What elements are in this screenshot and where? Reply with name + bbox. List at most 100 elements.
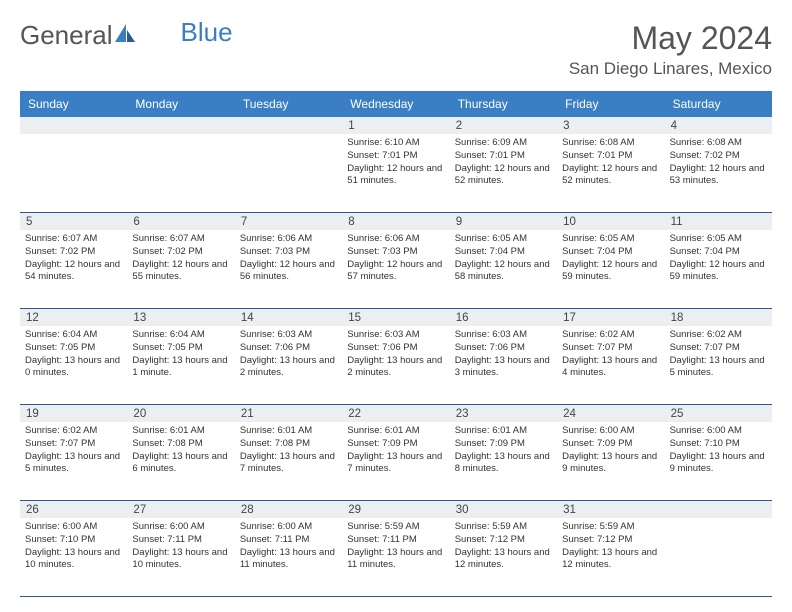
day-cell: Sunrise: 6:02 AMSunset: 7:07 PMDaylight:… — [20, 422, 127, 500]
daylight: Daylight: 12 hours and 57 minutes. — [347, 259, 444, 285]
day-number: 28 — [235, 501, 342, 518]
sunset: Sunset: 7:05 PM — [25, 342, 122, 355]
day-details-row: Sunrise: 6:10 AMSunset: 7:01 PMDaylight:… — [20, 134, 772, 212]
daylight: Daylight: 12 hours and 52 minutes. — [562, 163, 659, 189]
day-number-row: 567891011 — [20, 213, 772, 230]
week-block: 19202122232425Sunrise: 6:02 AMSunset: 7:… — [20, 405, 772, 501]
day-cell: Sunrise: 5:59 AMSunset: 7:12 PMDaylight:… — [450, 518, 557, 596]
daylight: Daylight: 13 hours and 4 minutes. — [562, 355, 659, 381]
day-cell: Sunrise: 6:08 AMSunset: 7:02 PMDaylight:… — [665, 134, 772, 212]
day-header-fri: Friday — [557, 91, 664, 117]
day-cell: Sunrise: 6:08 AMSunset: 7:01 PMDaylight:… — [557, 134, 664, 212]
day-number: 8 — [342, 213, 449, 230]
sunset: Sunset: 7:06 PM — [455, 342, 552, 355]
sunrise: Sunrise: 6:03 AM — [240, 329, 337, 342]
day-number: 18 — [665, 309, 772, 326]
week-block: 1234Sunrise: 6:10 AMSunset: 7:01 PMDayli… — [20, 117, 772, 213]
sunset: Sunset: 7:11 PM — [132, 534, 229, 547]
daylight: Daylight: 12 hours and 54 minutes. — [25, 259, 122, 285]
day-cell: Sunrise: 6:02 AMSunset: 7:07 PMDaylight:… — [557, 326, 664, 404]
day-number: 12 — [20, 309, 127, 326]
sunrise: Sunrise: 6:09 AM — [455, 137, 552, 150]
location: San Diego Linares, Mexico — [569, 59, 772, 79]
day-number-row: 19202122232425 — [20, 405, 772, 422]
day-cell: Sunrise: 6:06 AMSunset: 7:03 PMDaylight:… — [235, 230, 342, 308]
day-number-row: 262728293031 — [20, 501, 772, 518]
day-number-row: 1234 — [20, 117, 772, 134]
day-number: 2 — [450, 117, 557, 134]
sunset: Sunset: 7:03 PM — [240, 246, 337, 259]
day-cell: Sunrise: 6:01 AMSunset: 7:08 PMDaylight:… — [127, 422, 234, 500]
sunrise: Sunrise: 5:59 AM — [347, 521, 444, 534]
daylight: Daylight: 13 hours and 5 minutes. — [25, 451, 122, 477]
day-cell: Sunrise: 6:05 AMSunset: 7:04 PMDaylight:… — [557, 230, 664, 308]
calendar: Sunday Monday Tuesday Wednesday Thursday… — [20, 91, 772, 597]
day-number: 16 — [450, 309, 557, 326]
daylight: Daylight: 12 hours and 59 minutes. — [562, 259, 659, 285]
day-cell: Sunrise: 6:02 AMSunset: 7:07 PMDaylight:… — [665, 326, 772, 404]
day-number: 19 — [20, 405, 127, 422]
day-cell — [20, 134, 127, 212]
daylight: Daylight: 12 hours and 59 minutes. — [670, 259, 767, 285]
sunrise: Sunrise: 6:08 AM — [562, 137, 659, 150]
logo-text-1: General — [20, 20, 113, 51]
sunrise: Sunrise: 5:59 AM — [562, 521, 659, 534]
sunrise: Sunrise: 6:00 AM — [670, 425, 767, 438]
day-number: 20 — [127, 405, 234, 422]
day-number: 23 — [450, 405, 557, 422]
daylight: Daylight: 13 hours and 7 minutes. — [240, 451, 337, 477]
sunrise: Sunrise: 6:04 AM — [132, 329, 229, 342]
sunset: Sunset: 7:09 PM — [562, 438, 659, 451]
sunrise: Sunrise: 6:00 AM — [25, 521, 122, 534]
sunset: Sunset: 7:01 PM — [455, 150, 552, 163]
day-number — [235, 117, 342, 134]
sunrise: Sunrise: 6:03 AM — [347, 329, 444, 342]
daylight: Daylight: 13 hours and 3 minutes. — [455, 355, 552, 381]
sunset: Sunset: 7:06 PM — [347, 342, 444, 355]
daylight: Daylight: 13 hours and 5 minutes. — [670, 355, 767, 381]
sunset: Sunset: 7:03 PM — [347, 246, 444, 259]
day-header-sun: Sunday — [20, 91, 127, 117]
sunrise: Sunrise: 6:05 AM — [562, 233, 659, 246]
day-number: 7 — [235, 213, 342, 230]
day-number: 3 — [557, 117, 664, 134]
sunrise: Sunrise: 6:06 AM — [347, 233, 444, 246]
daylight: Daylight: 13 hours and 8 minutes. — [455, 451, 552, 477]
sunset: Sunset: 7:12 PM — [562, 534, 659, 547]
daylight: Daylight: 13 hours and 1 minute. — [132, 355, 229, 381]
sunset: Sunset: 7:02 PM — [132, 246, 229, 259]
weeks: 1234Sunrise: 6:10 AMSunset: 7:01 PMDayli… — [20, 117, 772, 597]
sunset: Sunset: 7:08 PM — [132, 438, 229, 451]
day-details-row: Sunrise: 6:02 AMSunset: 7:07 PMDaylight:… — [20, 422, 772, 500]
sunset: Sunset: 7:12 PM — [455, 534, 552, 547]
sunrise: Sunrise: 6:01 AM — [240, 425, 337, 438]
day-details-row: Sunrise: 6:04 AMSunset: 7:05 PMDaylight:… — [20, 326, 772, 404]
day-number: 29 — [342, 501, 449, 518]
daylight: Daylight: 13 hours and 12 minutes. — [455, 547, 552, 573]
day-number: 30 — [450, 501, 557, 518]
day-cell: Sunrise: 6:01 AMSunset: 7:09 PMDaylight:… — [450, 422, 557, 500]
day-header-wed: Wednesday — [342, 91, 449, 117]
sunset: Sunset: 7:02 PM — [670, 150, 767, 163]
sunset: Sunset: 7:04 PM — [455, 246, 552, 259]
daylight: Daylight: 13 hours and 0 minutes. — [25, 355, 122, 381]
day-number: 15 — [342, 309, 449, 326]
logo-sail-icon — [115, 20, 137, 51]
week-block: 12131415161718Sunrise: 6:04 AMSunset: 7:… — [20, 309, 772, 405]
sunset: Sunset: 7:02 PM — [25, 246, 122, 259]
daylight: Daylight: 12 hours and 56 minutes. — [240, 259, 337, 285]
sunset: Sunset: 7:04 PM — [562, 246, 659, 259]
sunrise: Sunrise: 6:06 AM — [240, 233, 337, 246]
day-cell: Sunrise: 6:04 AMSunset: 7:05 PMDaylight:… — [20, 326, 127, 404]
sunrise: Sunrise: 6:01 AM — [132, 425, 229, 438]
day-number: 17 — [557, 309, 664, 326]
day-number: 10 — [557, 213, 664, 230]
day-cell: Sunrise: 6:03 AMSunset: 7:06 PMDaylight:… — [235, 326, 342, 404]
daylight: Daylight: 12 hours and 51 minutes. — [347, 163, 444, 189]
day-cell — [665, 518, 772, 596]
sunset: Sunset: 7:09 PM — [347, 438, 444, 451]
sunrise: Sunrise: 6:04 AM — [25, 329, 122, 342]
day-number: 22 — [342, 405, 449, 422]
day-cell: Sunrise: 6:05 AMSunset: 7:04 PMDaylight:… — [450, 230, 557, 308]
day-header-sat: Saturday — [665, 91, 772, 117]
